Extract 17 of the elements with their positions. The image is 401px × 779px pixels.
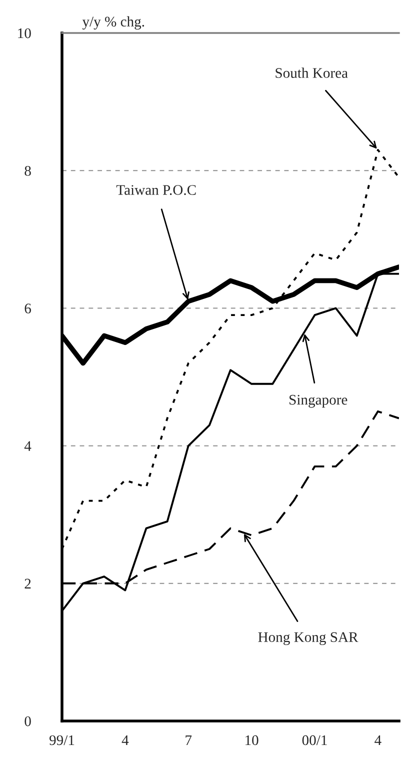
series-label: Singapore [290, 394, 348, 408]
x-tick-label: 7 [186, 735, 192, 746]
y-tick-label: 10 [18, 28, 31, 38]
y-axis-title: y/y % chg. [82, 16, 144, 30]
text: South Korea [276, 68, 348, 78]
y-tick-label: 0 [24, 716, 31, 726]
y-tick-label: 4 [24, 441, 32, 451]
y-tick-label: 8 [24, 166, 31, 176]
y-tick-label: 2 [24, 578, 31, 588]
x-tick-label: 4 [374, 735, 382, 746]
x-tick-label: 10 [246, 735, 258, 746]
text: Taiwan P.O.C [116, 185, 196, 195]
x-tick-label: 99/1 [50, 735, 74, 746]
x-tick-label: 00/1 [302, 735, 327, 746]
y-tick-label: 6 [24, 304, 32, 314]
x-tick-label: 4 [122, 735, 129, 746]
text: Hong Kong SAR [258, 632, 358, 646]
